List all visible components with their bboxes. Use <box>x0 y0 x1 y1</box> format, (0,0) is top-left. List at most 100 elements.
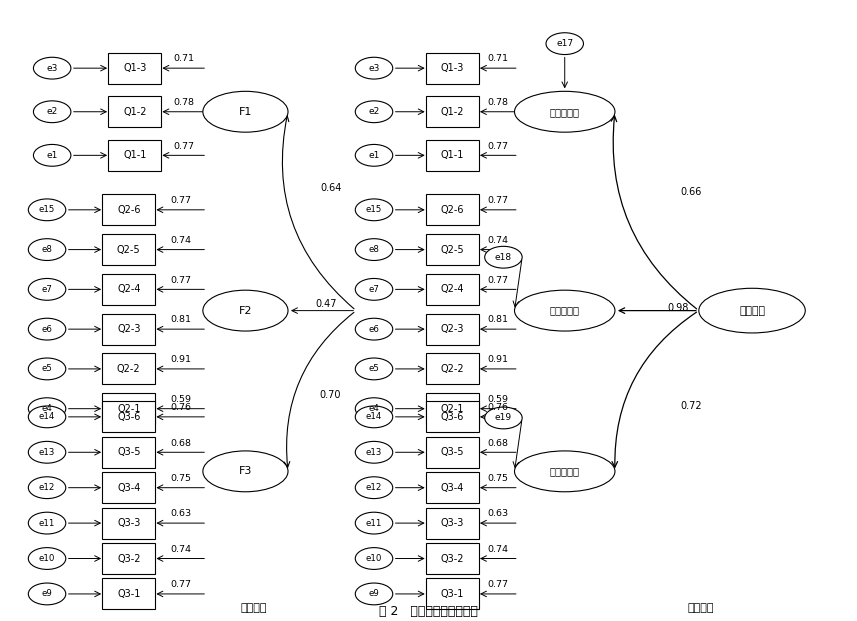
Text: 0.81: 0.81 <box>487 315 508 324</box>
Text: e7: e7 <box>42 285 52 294</box>
Text: Q2-4: Q2-4 <box>117 284 141 294</box>
FancyBboxPatch shape <box>102 507 155 538</box>
Text: 0.77: 0.77 <box>487 580 508 589</box>
Text: 0.77: 0.77 <box>171 580 191 589</box>
FancyBboxPatch shape <box>426 472 479 503</box>
Text: e12: e12 <box>366 483 382 492</box>
Text: Q2-5: Q2-5 <box>440 245 464 255</box>
Text: 0.76: 0.76 <box>171 403 191 412</box>
Text: Q2-6: Q2-6 <box>440 205 464 215</box>
Ellipse shape <box>356 57 393 79</box>
Text: 0.63: 0.63 <box>487 509 508 519</box>
Text: 0.68: 0.68 <box>487 438 508 448</box>
Ellipse shape <box>28 318 66 340</box>
Text: Q3-1: Q3-1 <box>117 589 141 599</box>
Text: 0.72: 0.72 <box>680 401 702 411</box>
Text: e10: e10 <box>366 554 382 563</box>
Ellipse shape <box>356 238 393 260</box>
Text: e19: e19 <box>494 414 512 422</box>
Text: Q2-3: Q2-3 <box>440 324 464 334</box>
Ellipse shape <box>28 238 66 260</box>
Text: e5: e5 <box>42 365 52 373</box>
Ellipse shape <box>356 358 393 380</box>
Text: Q2-2: Q2-2 <box>440 364 464 374</box>
Text: e13: e13 <box>366 448 382 457</box>
Text: 0.77: 0.77 <box>487 142 508 150</box>
Ellipse shape <box>356 512 393 534</box>
Text: 0.74: 0.74 <box>487 236 508 245</box>
Text: Q2-4: Q2-4 <box>440 284 464 294</box>
Ellipse shape <box>203 451 288 492</box>
Text: Q1-3: Q1-3 <box>123 63 147 73</box>
Text: Q3-4: Q3-4 <box>117 483 141 492</box>
Ellipse shape <box>28 477 66 499</box>
FancyBboxPatch shape <box>426 543 479 574</box>
Ellipse shape <box>28 199 66 220</box>
FancyBboxPatch shape <box>426 507 479 538</box>
Text: e4: e4 <box>369 404 380 413</box>
Ellipse shape <box>356 199 393 220</box>
Text: 0.59: 0.59 <box>487 395 508 404</box>
Text: e11: e11 <box>366 519 382 528</box>
Ellipse shape <box>356 406 393 428</box>
Text: 0.68: 0.68 <box>171 438 191 448</box>
Text: e1: e1 <box>369 151 380 160</box>
Text: 0.78: 0.78 <box>173 98 195 107</box>
Text: e5: e5 <box>369 365 380 373</box>
FancyBboxPatch shape <box>102 194 155 225</box>
Text: 0.98: 0.98 <box>668 303 689 313</box>
Text: e3: e3 <box>369 64 380 73</box>
Text: 0.63: 0.63 <box>171 509 191 519</box>
Text: e15: e15 <box>366 206 382 214</box>
Text: Q3-6: Q3-6 <box>440 412 464 422</box>
Text: 0.74: 0.74 <box>171 236 191 245</box>
Text: e8: e8 <box>42 245 52 254</box>
Text: e18: e18 <box>494 253 512 261</box>
Ellipse shape <box>33 57 71 79</box>
Text: 拒绝型隐藏: 拒绝型隐藏 <box>549 107 579 117</box>
FancyBboxPatch shape <box>426 393 479 424</box>
FancyBboxPatch shape <box>102 472 155 503</box>
Ellipse shape <box>514 451 615 492</box>
Text: Q1-2: Q1-2 <box>123 107 147 117</box>
Text: Q2-3: Q2-3 <box>117 324 141 334</box>
Text: Q1-2: Q1-2 <box>440 107 464 117</box>
Ellipse shape <box>28 358 66 380</box>
Text: 0.77: 0.77 <box>171 196 191 205</box>
FancyBboxPatch shape <box>426 314 479 345</box>
FancyBboxPatch shape <box>426 401 479 432</box>
Text: e9: e9 <box>42 589 52 599</box>
Text: e13: e13 <box>39 448 55 457</box>
Text: F3: F3 <box>239 466 252 476</box>
Text: 知识隐藏: 知识隐藏 <box>739 306 765 315</box>
FancyBboxPatch shape <box>108 96 161 127</box>
FancyBboxPatch shape <box>102 393 155 424</box>
Text: F2: F2 <box>239 306 252 315</box>
Text: e11: e11 <box>39 519 55 528</box>
Text: Q3-3: Q3-3 <box>117 518 141 528</box>
Text: Q2-2: Q2-2 <box>117 364 141 374</box>
Ellipse shape <box>28 406 66 428</box>
Text: 0.74: 0.74 <box>171 545 191 554</box>
FancyBboxPatch shape <box>102 314 155 345</box>
Text: e15: e15 <box>39 206 55 214</box>
Text: 0.81: 0.81 <box>171 315 191 324</box>
Text: Q3-2: Q3-2 <box>117 553 141 563</box>
Text: e17: e17 <box>556 39 573 48</box>
Text: e6: e6 <box>369 325 380 333</box>
Text: Q3-2: Q3-2 <box>440 553 464 563</box>
FancyBboxPatch shape <box>108 53 161 84</box>
Ellipse shape <box>28 442 66 463</box>
Text: 0.77: 0.77 <box>171 276 191 284</box>
FancyBboxPatch shape <box>102 274 155 305</box>
Text: 欺瞒型隐藏: 欺瞒型隐藏 <box>549 306 579 315</box>
Ellipse shape <box>28 512 66 534</box>
FancyBboxPatch shape <box>102 578 155 609</box>
Text: 0.91: 0.91 <box>171 355 191 364</box>
Text: e8: e8 <box>369 245 380 254</box>
Ellipse shape <box>356 548 393 569</box>
Ellipse shape <box>514 290 615 331</box>
Text: Q2-1: Q2-1 <box>117 404 141 414</box>
Text: 0.59: 0.59 <box>171 395 191 404</box>
Ellipse shape <box>356 278 393 301</box>
